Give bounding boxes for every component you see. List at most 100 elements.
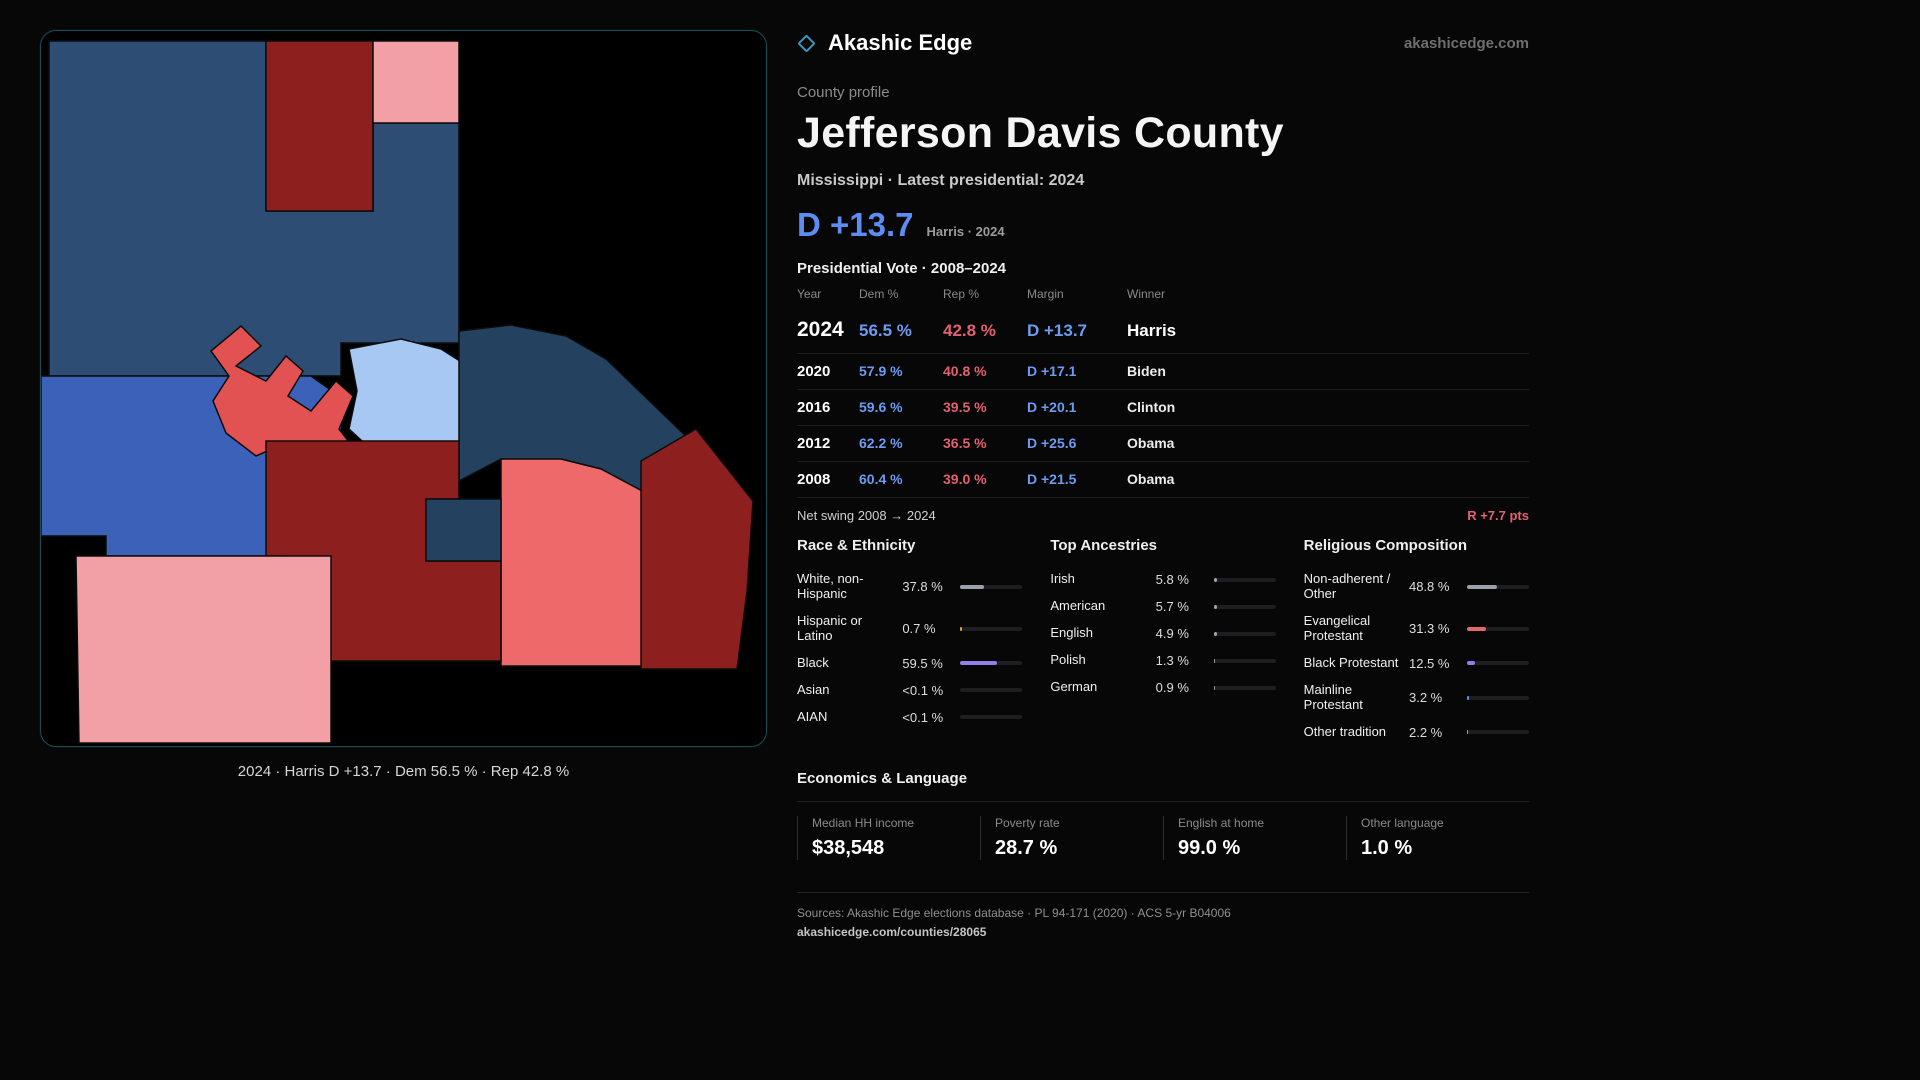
demo-bar: [1466, 661, 1529, 666]
demo-row: Polish 1.3 %: [1050, 647, 1276, 674]
row-margin: D +20.1: [1027, 399, 1077, 415]
demo-label: Polish: [1050, 652, 1086, 668]
vote-table-title: Presidential Vote · 2008–2024: [797, 260, 1007, 277]
demo-label: American: [1050, 598, 1106, 614]
row-winner: Obama: [1127, 435, 1175, 451]
table-row: 2008 60.4 % 39.0 % D +21.5 Obama: [797, 462, 1529, 498]
demo-bar: [1213, 604, 1276, 609]
demo-value: 0.7 %: [902, 621, 936, 637]
demographics-section: Race & Ethnicity White, non-Hispanic 37.…: [797, 537, 1529, 746]
row-dem-pct: 60.4 %: [859, 471, 903, 487]
vote-table-header: Year Dem % Rep % Margin Winner: [797, 279, 1529, 307]
stat-other-language: Other language 1.0 %: [1346, 815, 1529, 860]
demo-label: Hispanic or Latino: [797, 612, 863, 643]
demo-row: American 5.7 %: [1050, 593, 1276, 620]
map-region-far-east-darkred: [640, 428, 754, 670]
net-swing-value: R +7.7 pts: [1467, 508, 1529, 523]
stat-median-income: Median HH income $38,548: [797, 815, 980, 860]
col-dem: Dem %: [859, 287, 899, 301]
demo-value: 3.2 %: [1408, 690, 1443, 706]
economics-title: Economics & Language: [797, 769, 968, 787]
demo-value: <0.1 %: [902, 709, 944, 725]
row-dem-pct: 62.2 %: [859, 435, 903, 451]
page-title: Jefferson Davis County: [797, 109, 1284, 157]
county-page-link[interactable]: akashicedge.com/counties/28065: [797, 924, 987, 939]
map-region-north-darkred: [265, 40, 374, 212]
site-domain-link[interactable]: akashicedge.com: [1403, 34, 1529, 52]
map-region-sw-pink: [75, 555, 332, 744]
demo-row: Non-adherent / Other 48.8 %: [1304, 566, 1529, 608]
col-winner: Winner: [1127, 287, 1166, 301]
demo-value: 12.5 %: [1408, 655, 1450, 671]
demo-label: AIAN: [797, 708, 828, 724]
demo-bar: [1213, 658, 1276, 663]
brand-logo[interactable]: Akashic Edge: [797, 30, 972, 56]
profile-panel: Akashic Edge akashicedge.com County prof…: [797, 30, 1529, 939]
demo-row: Other tradition 2.2 %: [1304, 719, 1529, 746]
section-title: Top Ancestries: [1050, 537, 1158, 554]
demo-label: Asian: [797, 681, 830, 697]
subtitle: Mississippi · Latest presidential: 2024: [797, 172, 1085, 189]
stat-label: Median HH income: [812, 815, 915, 830]
demo-row: English 4.9 %: [1050, 620, 1276, 647]
demo-label: Other tradition: [1303, 723, 1387, 739]
demo-label: English: [1050, 625, 1093, 641]
col-rep: Rep %: [943, 287, 980, 301]
net-swing-row: Net swing 2008 → 2024 R +7.7 pts: [797, 498, 1529, 529]
demo-value: 5.8 %: [1155, 572, 1189, 587]
row-dem-pct: 59.6 %: [859, 399, 903, 415]
demo-value: <0.1 %: [902, 682, 944, 698]
ancestries-column: Top Ancestries Irish 5.8 % American 5.7 …: [1050, 537, 1276, 746]
table-row: 2012 62.2 % 36.5 % D +25.6 Obama: [797, 426, 1529, 462]
demo-bar: [960, 715, 1023, 720]
county-map-card: [40, 30, 767, 747]
header: Akashic Edge akashicedge.com: [797, 30, 1529, 56]
map-caption: 2024 · Harris D +13.7 · Dem 56.5 % · Rep…: [237, 763, 570, 780]
demo-value: 5.7 %: [1155, 599, 1189, 614]
demo-row: Hispanic or Latino 0.7 %: [797, 608, 1023, 650]
demo-bar: [1466, 730, 1529, 735]
stat-value: 28.7 %: [995, 836, 1058, 859]
row-rep-pct: 39.0 %: [943, 471, 987, 487]
demo-value: 37.8 %: [902, 579, 943, 595]
headline-margin: D +13.7: [797, 206, 914, 243]
diamond-icon: [797, 33, 816, 53]
row-winner: Harris: [1127, 321, 1177, 340]
footer: Sources: Akashic Edge elections database…: [797, 891, 1529, 939]
demo-row: Irish 5.8 %: [1050, 566, 1276, 593]
demo-bar: [960, 661, 1023, 666]
demo-row: AIAN <0.1 %: [797, 704, 1023, 731]
row-year: 2008: [797, 471, 831, 488]
row-rep-pct: 39.5 %: [943, 399, 987, 415]
row-margin: D +13.7: [1027, 321, 1088, 340]
demo-value: 2.2 %: [1408, 724, 1443, 740]
row-rep-pct: 36.5 %: [943, 435, 987, 451]
demo-row: Black Protestant 12.5 %: [1304, 650, 1529, 677]
row-rep-pct: 42.8 %: [943, 321, 996, 340]
row-dem-pct: 56.5 %: [859, 321, 912, 340]
col-year: Year: [797, 287, 822, 301]
demo-bar: [1466, 695, 1529, 700]
brand-name: Akashic Edge: [828, 30, 973, 55]
section-title: Race & Ethnicity: [797, 537, 916, 554]
demo-value: 48.8 %: [1408, 579, 1450, 595]
row-year: 2020: [797, 363, 831, 380]
demo-bar: [960, 584, 1023, 589]
stat-english-at-home: English at home 99.0 %: [1163, 815, 1346, 860]
demo-row: White, non-Hispanic 37.8 %: [797, 566, 1023, 608]
demo-label: Black Protestant: [1303, 654, 1399, 670]
demo-bar: [1213, 685, 1276, 690]
row-year: 2016: [797, 399, 831, 416]
demo-row: Asian <0.1 %: [797, 677, 1023, 704]
map-region-center-red: [209, 324, 358, 460]
demo-value: 0.9 %: [1155, 680, 1189, 695]
demo-row: Black 59.5 %: [797, 650, 1023, 677]
row-rep-pct: 40.8 %: [943, 363, 987, 379]
demo-row: Mainline Protestant 3.2 %: [1304, 677, 1529, 719]
sources-text: Sources: Akashic Edge elections database…: [797, 905, 1231, 920]
map-region-north-pink: [372, 40, 460, 124]
demo-label: German: [1050, 679, 1098, 695]
map-region-east-navy-jut: [425, 498, 502, 562]
stat-label: Poverty rate: [995, 815, 1060, 830]
stat-value: $38,548: [812, 836, 885, 859]
